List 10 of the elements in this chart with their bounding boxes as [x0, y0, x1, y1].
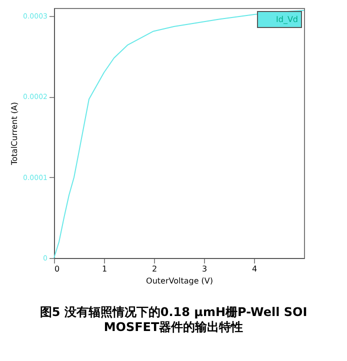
- text: 图5 没有辐照情况下的0.18 μmH栅P-Well SOI MOSFET器件的输出特性: [38, 305, 308, 335]
- line-series: [54, 10, 304, 258]
- series-label: Id_Vd: [276, 15, 298, 24]
- x-tick-label: 1: [102, 264, 108, 274]
- x-tick-label: 4: [252, 264, 258, 274]
- x-axis-title: OuterVoltage (V): [146, 276, 213, 286]
- x-tick-label: 3: [202, 264, 208, 274]
- y-axis-title: TotalCurrent (A): [10, 102, 20, 166]
- x-tick-label: 2: [152, 264, 158, 274]
- x-tick-label: 0: [54, 264, 60, 274]
